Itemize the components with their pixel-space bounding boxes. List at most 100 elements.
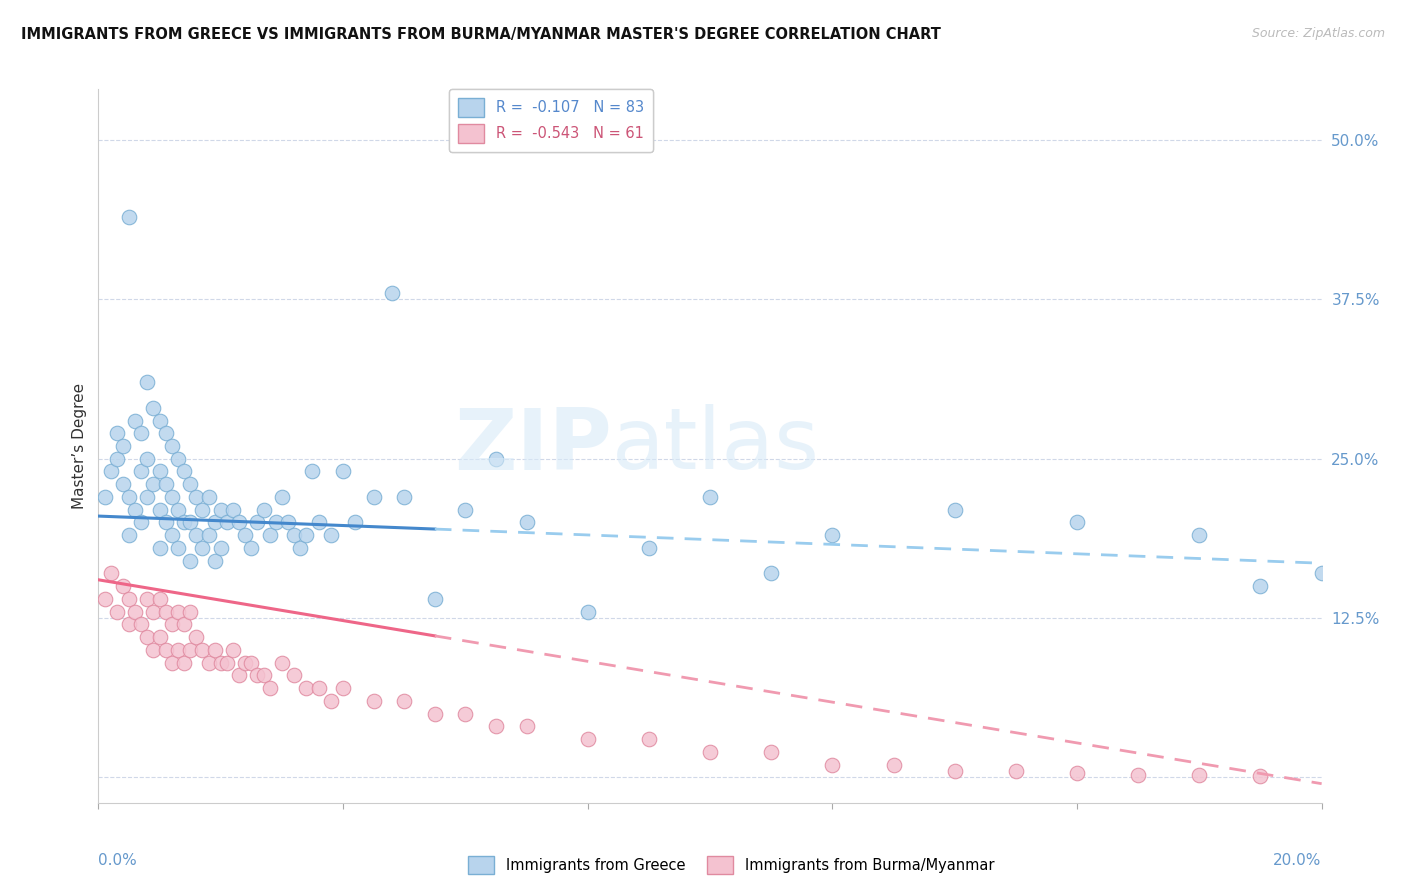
Point — [222, 643, 245, 657]
Point — [228, 668, 250, 682]
Point — [1004, 764, 1026, 778]
Point — [264, 516, 287, 530]
Point — [118, 528, 141, 542]
Point — [637, 732, 661, 747]
Point — [308, 516, 330, 530]
Point — [179, 554, 201, 568]
Point — [290, 541, 312, 555]
Point — [142, 401, 165, 415]
Point — [173, 516, 195, 530]
Point — [136, 630, 159, 644]
Text: ZIP: ZIP — [454, 404, 612, 488]
Point — [186, 490, 208, 504]
Point — [821, 757, 844, 772]
Point — [93, 490, 115, 504]
Point — [252, 502, 274, 516]
Point — [129, 516, 152, 530]
Point — [319, 694, 342, 708]
Point — [136, 490, 159, 504]
Point — [179, 516, 201, 530]
Point — [111, 477, 134, 491]
Point — [516, 719, 538, 733]
Text: atlas: atlas — [612, 404, 820, 488]
Point — [215, 656, 238, 670]
Legend: Immigrants from Greece, Immigrants from Burma/Myanmar: Immigrants from Greece, Immigrants from … — [463, 850, 1000, 880]
Point — [485, 451, 508, 466]
Point — [155, 516, 177, 530]
Point — [240, 656, 263, 670]
Point — [1249, 579, 1271, 593]
Point — [173, 465, 195, 479]
Point — [381, 286, 404, 301]
Point — [100, 566, 122, 581]
Point — [186, 528, 208, 542]
Point — [167, 643, 190, 657]
Point — [209, 656, 232, 670]
Point — [699, 745, 721, 759]
Point — [1249, 769, 1271, 783]
Point — [118, 210, 141, 224]
Point — [246, 668, 269, 682]
Point — [259, 528, 281, 542]
Point — [485, 719, 508, 733]
Point — [179, 605, 201, 619]
Point — [295, 528, 318, 542]
Point — [423, 706, 446, 721]
Point — [209, 541, 232, 555]
Point — [118, 617, 141, 632]
Point — [576, 605, 599, 619]
Text: Source: ZipAtlas.com: Source: ZipAtlas.com — [1251, 27, 1385, 40]
Point — [1066, 516, 1088, 530]
Point — [332, 465, 354, 479]
Point — [233, 656, 256, 670]
Point — [246, 516, 269, 530]
Point — [149, 413, 172, 427]
Point — [179, 643, 201, 657]
Point — [118, 490, 141, 504]
Text: IMMIGRANTS FROM GREECE VS IMMIGRANTS FROM BURMA/MYANMAR MASTER'S DEGREE CORRELAT: IMMIGRANTS FROM GREECE VS IMMIGRANTS FRO… — [21, 27, 941, 42]
Point — [197, 490, 219, 504]
Point — [759, 566, 782, 581]
Point — [454, 502, 477, 516]
Point — [423, 591, 446, 606]
Point — [105, 426, 128, 441]
Point — [319, 528, 342, 542]
Point — [215, 516, 238, 530]
Point — [118, 591, 141, 606]
Point — [142, 477, 165, 491]
Point — [301, 465, 323, 479]
Point — [392, 694, 416, 708]
Point — [167, 502, 190, 516]
Point — [344, 516, 367, 530]
Text: 0.0%: 0.0% — [98, 853, 138, 868]
Point — [142, 605, 165, 619]
Point — [283, 528, 305, 542]
Point — [124, 502, 146, 516]
Point — [228, 516, 250, 530]
Point — [363, 490, 385, 504]
Point — [167, 451, 190, 466]
Point — [576, 732, 599, 747]
Point — [883, 757, 905, 772]
Point — [259, 681, 281, 695]
Point — [155, 477, 177, 491]
Point — [308, 681, 330, 695]
Point — [111, 439, 134, 453]
Point — [283, 668, 305, 682]
Point — [821, 528, 844, 542]
Point — [167, 541, 190, 555]
Point — [173, 656, 195, 670]
Point — [149, 541, 172, 555]
Point — [129, 617, 152, 632]
Point — [516, 516, 538, 530]
Point — [191, 502, 214, 516]
Point — [160, 490, 183, 504]
Point — [270, 656, 292, 670]
Point — [332, 681, 354, 695]
Point — [1188, 528, 1211, 542]
Point — [136, 591, 159, 606]
Point — [204, 643, 226, 657]
Point — [111, 579, 134, 593]
Point — [142, 643, 165, 657]
Point — [191, 643, 214, 657]
